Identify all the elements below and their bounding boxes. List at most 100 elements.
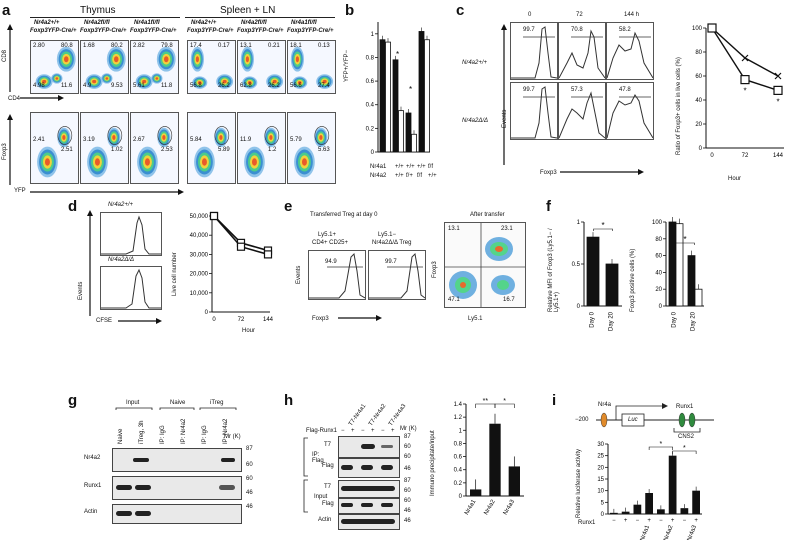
d-point-square <box>209 211 219 221</box>
h-mr-3: 60 <box>404 454 411 460</box>
c-time-label: 72 <box>576 12 583 18</box>
h-row-flag-ip: Flag <box>322 463 334 469</box>
h-band <box>381 465 393 470</box>
group-thymus-line <box>30 17 180 18</box>
h-significance-star: * <box>503 398 506 405</box>
h-tick-label: 0.2 <box>454 481 463 487</box>
i-bar <box>633 504 642 514</box>
a-quad-value: 79.8 <box>161 43 173 49</box>
g-header-input: Input <box>126 400 140 406</box>
c-histogram-trace <box>607 94 653 139</box>
g-band <box>135 485 151 490</box>
flow-density-contour <box>163 56 169 63</box>
i-bar <box>621 511 630 514</box>
b-bar-chart: 0 0.2 0.4 0.6 0.8 1 * * <box>366 22 430 156</box>
h-band <box>381 445 393 448</box>
e-xlabel: Foxp3 <box>312 316 329 322</box>
g-row-actin: Actin <box>84 509 98 515</box>
a-row1-xlabel: CD4 <box>8 96 21 102</box>
flow-density-contour <box>42 79 47 84</box>
f-tick-label: 80 <box>655 237 662 243</box>
c-point-cross <box>774 72 782 80</box>
e-quad-xlabel: Ly5.1 <box>468 316 483 322</box>
c-xlabel: Foxp3 <box>540 170 557 176</box>
a-gate-value: 5.89 <box>218 147 230 153</box>
panel-c-label: c <box>456 2 465 19</box>
f-significance-star: * <box>683 235 686 244</box>
a-quad-value: 80.8 <box>61 43 73 49</box>
h-flag-sign: − <box>381 428 385 434</box>
panel-a-label: a <box>2 2 11 19</box>
g-band <box>116 485 132 490</box>
a-quad-value: 26.2 <box>268 83 280 89</box>
i-promoter: −200 <box>575 417 589 423</box>
f-xcat-label: Day 0 <box>590 311 596 327</box>
g-band <box>133 458 149 462</box>
g-mr-label: Mr (K) <box>224 434 241 440</box>
h-band <box>341 486 395 491</box>
h-band <box>361 465 373 470</box>
f-bar <box>694 288 703 307</box>
a-gate-value: 3.19 <box>83 137 95 143</box>
a-flow-plot-cd8-cd4: 17.4 0.17 56.8 26.2 <box>187 40 236 94</box>
a-gate <box>214 126 230 145</box>
a-quad-value: 56.6 <box>290 83 302 89</box>
f-tick-label: 0.5 <box>572 262 581 268</box>
h-mr-2: 60 <box>404 444 411 450</box>
c-line-tick-label: 20 <box>695 122 702 128</box>
h-row-flag-input: Flag <box>322 501 334 507</box>
c-line-tick-label: 60 <box>695 74 702 80</box>
c-histogram: 70.8 <box>558 22 606 80</box>
flow-density-contour <box>162 135 166 140</box>
b-col-nr4a2: +/+ <box>428 173 437 179</box>
i-bar <box>668 455 677 514</box>
h-blot-ip-flag <box>338 458 400 478</box>
flow-density-contour <box>62 135 66 140</box>
h-blot-ip-t7 <box>338 436 400 458</box>
a-gate-value: 2.53 <box>161 147 173 153</box>
h-mr-7: 60 <box>404 498 411 504</box>
h-row-t7-input: T7 <box>324 484 332 490</box>
b-tick-label: 0.8 <box>366 55 375 61</box>
a-flow-plot-foxp3-yfp: 2.41 2.51 <box>30 112 79 184</box>
c-significance-star: * <box>776 97 779 106</box>
a-quad-value: 26.2 <box>218 83 230 89</box>
a-flow-plot-foxp3-yfp: 11.9 1.2 <box>237 112 286 184</box>
a-gate-value: 5.63 <box>318 147 330 153</box>
b-col-nr4a1: f/f <box>428 164 434 170</box>
h-group-input: Input <box>314 494 328 500</box>
flow-density-contour <box>63 56 69 63</box>
g-band <box>219 485 235 490</box>
a-gate-value: 11.9 <box>240 137 252 143</box>
h-tick-label: 0.8 <box>454 441 463 447</box>
a-gate <box>107 126 123 145</box>
c-gate-value: 99.7 <box>523 27 535 33</box>
b-tick-label: 0 <box>371 150 375 156</box>
c-histogram: 57.3 <box>558 82 606 140</box>
e-quad-lr: 16.7 <box>503 297 515 303</box>
c-gate-value: 58.2 <box>619 27 631 33</box>
c-line-xlabel: Hour <box>728 176 742 182</box>
group-spleen-label: Spleen + LN <box>220 5 276 16</box>
a-quad-value: 2.80 <box>33 43 45 49</box>
h-tick-label: 1 <box>459 428 463 434</box>
flow-density-contour <box>222 79 227 84</box>
g-band <box>116 511 132 516</box>
flow-density-contour <box>142 79 147 84</box>
flow-density-contour <box>55 77 59 80</box>
i-bar <box>645 493 653 514</box>
b-col-nr4a2: f/+ <box>406 173 413 179</box>
a-quad-value: 17.4 <box>190 43 202 49</box>
h-bar <box>470 489 482 496</box>
d-line-xlabel: Hour <box>242 328 256 334</box>
i-runx-sign: − <box>659 518 663 524</box>
c-line-tick-label: 40 <box>695 98 702 104</box>
a-quad-value: 9.53 <box>111 83 123 89</box>
panel-f-label: f <box>546 198 551 215</box>
i-bracket <box>672 450 697 454</box>
i-bar <box>610 512 618 514</box>
d-line-xtick-label: 72 <box>238 317 245 323</box>
flow-density-contour <box>297 81 302 85</box>
